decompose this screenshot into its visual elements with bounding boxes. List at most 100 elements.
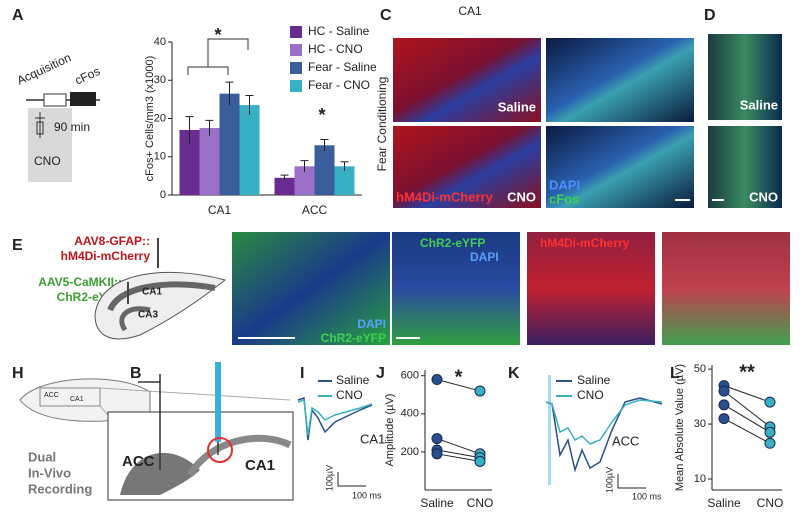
y-axis-label: Mean Absolute Value (µV)	[674, 364, 686, 491]
pair-line	[723, 385, 771, 403]
region-label: CA1	[70, 396, 84, 403]
point	[764, 426, 776, 438]
region-label: ACC	[612, 433, 639, 448]
x-tick-label: Saline	[707, 496, 741, 510]
error-bar	[185, 116, 194, 144]
point	[764, 396, 776, 408]
y-tick-label: 20	[154, 112, 166, 124]
error-bar	[280, 174, 289, 181]
annotation: *	[455, 366, 463, 388]
y-tick-label: 0	[160, 189, 166, 201]
error-bar	[320, 139, 329, 152]
y-tick-label: 50	[694, 363, 706, 375]
virus-label: hM4Di-mCherry	[61, 249, 151, 263]
x-tick-label: Saline	[420, 496, 454, 510]
pair-line	[723, 418, 771, 444]
condition-label: CNO	[749, 189, 778, 204]
legend-swatch	[290, 44, 302, 56]
region-label: ACC	[122, 453, 155, 470]
legend-label: HC - Saline	[308, 24, 370, 38]
cell-layer	[107, 281, 216, 312]
micrograph	[232, 232, 390, 345]
cell-layer	[119, 306, 151, 332]
point	[431, 433, 443, 445]
point	[431, 448, 443, 460]
x-tick-label: CNO	[467, 496, 494, 510]
scale-bar	[617, 474, 646, 489]
pair-line	[436, 453, 481, 462]
annotation: *	[214, 25, 221, 45]
bar	[179, 129, 200, 195]
trace	[297, 398, 373, 436]
panel-label: I	[300, 365, 304, 382]
pair-line	[436, 438, 481, 455]
micrograph	[708, 126, 782, 208]
caption: Dual	[28, 449, 56, 464]
scale-label: 100µV	[604, 467, 614, 493]
point	[431, 374, 443, 386]
micrograph	[546, 38, 694, 122]
y-tick-label: 600	[401, 370, 419, 382]
point	[718, 413, 730, 425]
scale-bar	[337, 472, 366, 487]
drug-label: CNO	[34, 154, 61, 168]
trace	[545, 399, 663, 445]
region-label: CA3	[138, 310, 158, 321]
pair-line	[723, 404, 771, 433]
light-pulse	[548, 375, 551, 485]
stain-label: hM4Di-mCherry	[540, 236, 630, 250]
panel-label: E	[12, 237, 23, 254]
stain-label: ChR2-eYFP	[321, 331, 386, 345]
condition-label: CNO	[507, 189, 536, 204]
legend-swatch	[290, 26, 302, 38]
y-axis-label: Amplitude (µV)	[384, 394, 396, 467]
side-label: Fear Conditioning	[375, 77, 389, 172]
legend-swatch	[290, 62, 302, 74]
bar	[199, 128, 220, 195]
stain-label: DAPI	[549, 177, 580, 192]
y-tick-label: 10	[154, 151, 166, 163]
zoom-box	[39, 387, 101, 407]
virus-label: AAV5-CaMKII::	[38, 275, 122, 289]
legend-label: HC - CNO	[308, 42, 363, 56]
bar	[334, 166, 355, 195]
pair-line	[723, 390, 771, 428]
stain-label: DAPI	[470, 250, 499, 264]
delay-label: 90 min	[54, 120, 90, 134]
bar	[294, 166, 315, 195]
point	[718, 399, 730, 411]
bar	[239, 105, 260, 195]
syringe	[35, 112, 45, 138]
legend-label: CNO	[336, 388, 363, 402]
panel-label: C	[380, 7, 392, 24]
point	[718, 385, 730, 397]
optic-fiber	[215, 362, 221, 442]
bar	[219, 93, 240, 195]
stain-label: ChR2-eYFP	[420, 236, 485, 250]
micrograph	[527, 232, 655, 345]
pair-line	[436, 449, 481, 459]
scale-label: 100 ms	[632, 491, 662, 501]
legend-label: CNO	[577, 388, 604, 402]
region-label: CA1	[142, 287, 162, 298]
stain-label: DAPI	[357, 317, 386, 331]
micrograph	[393, 38, 541, 122]
legend-label: Fear - Saline	[308, 60, 377, 74]
region-title: ACC	[720, 14, 746, 28]
legend-swatch	[290, 80, 302, 92]
panel-label: B	[130, 365, 142, 382]
panel-label: D	[704, 7, 716, 24]
y-tick-label: 400	[401, 408, 419, 420]
stain-label: hM4Di-mCherry	[396, 189, 494, 204]
micrograph	[708, 34, 782, 120]
error-bar	[340, 161, 349, 171]
brain-region	[120, 452, 200, 495]
legend-label: Saline	[336, 373, 370, 387]
error-bar	[225, 81, 234, 106]
condition-label: Saline	[740, 97, 778, 112]
x-tick-label: ACC	[302, 203, 328, 217]
caption: In-Vivo	[28, 465, 71, 480]
caption: Recording	[28, 481, 92, 496]
trace	[545, 397, 663, 473]
